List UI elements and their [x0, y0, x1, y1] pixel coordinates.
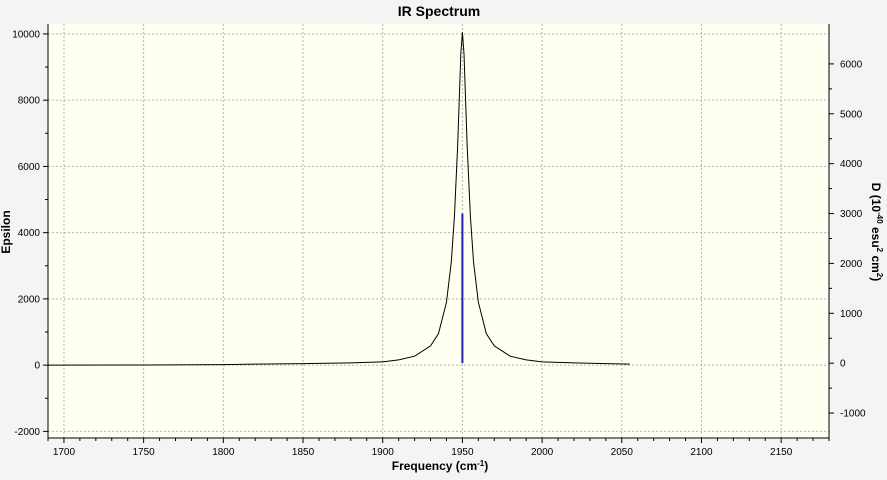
y-tick-label: 4000: [18, 228, 41, 239]
y2-title-part-3: 2: [875, 248, 884, 253]
y-tick-label: 6000: [18, 162, 41, 173]
x-axis-title-sup: -1: [477, 459, 485, 468]
text-layer: IR Spectrum Frequency (cm-1) Epsilon D (…: [0, 3, 884, 473]
y-tick-label: 10000: [12, 29, 40, 40]
x-tick-label: 1800: [212, 447, 235, 458]
y2-tick-label: 3000: [840, 209, 863, 220]
x-axis-title-end: ): [484, 459, 488, 473]
x-tick-label: 2100: [690, 447, 713, 458]
grid-lines: [48, 24, 829, 438]
x-tick-label: 2150: [770, 447, 793, 458]
y2-tick-label: 0: [840, 359, 846, 370]
x-tick-label: 1700: [53, 447, 76, 458]
y-tick-label: -2000: [14, 427, 40, 438]
x-tick-label: 1900: [372, 447, 395, 458]
y2-tick-label: -1000: [840, 409, 866, 420]
y-tick-label: 0: [34, 361, 40, 372]
y-tick-label: 2000: [18, 294, 41, 305]
x-tick-label: 1750: [133, 447, 156, 458]
y2-title-part-1: -40: [875, 212, 884, 224]
y2-tick-label: 2000: [840, 259, 863, 270]
y2-title-part-0: D (10: [869, 183, 883, 213]
y2-title-part-5: 2: [875, 273, 884, 278]
y2-title-part-2: esu: [869, 224, 883, 248]
x-axis-title-main: Frequency (cm: [392, 459, 477, 473]
plot-background: [48, 24, 829, 438]
y2-title-part-4: cm: [869, 252, 883, 273]
y2-tick-label: 6000: [840, 59, 863, 70]
axes: 1700 1750 1800 1850 1900 1950 2000 2050 2100 2150…: [12, 24, 866, 458]
x-tick-label: 2050: [611, 447, 634, 458]
y2-title-part-6: ): [869, 277, 883, 281]
y2-tick-label: 4000: [840, 159, 863, 170]
plot-area: [48, 24, 829, 438]
chart-title: IR Spectrum: [398, 3, 480, 19]
data-layer: [47, 32, 630, 366]
spectrum-curve-0: [47, 32, 630, 366]
x-tick-label: 1950: [451, 447, 474, 458]
y-axis-title: Epsilon: [0, 210, 13, 253]
y2-tick-label: 5000: [840, 109, 863, 120]
y2-tick-label: 1000: [840, 309, 863, 320]
y2-axis-title: D (10-40 esu2 cm2): [869, 183, 884, 282]
x-tick-label: 1850: [292, 447, 315, 458]
y-tick-label: 8000: [18, 96, 41, 107]
x-axis-title: Frequency (cm-1): [392, 459, 488, 473]
x-tick-label: 2000: [531, 447, 554, 458]
